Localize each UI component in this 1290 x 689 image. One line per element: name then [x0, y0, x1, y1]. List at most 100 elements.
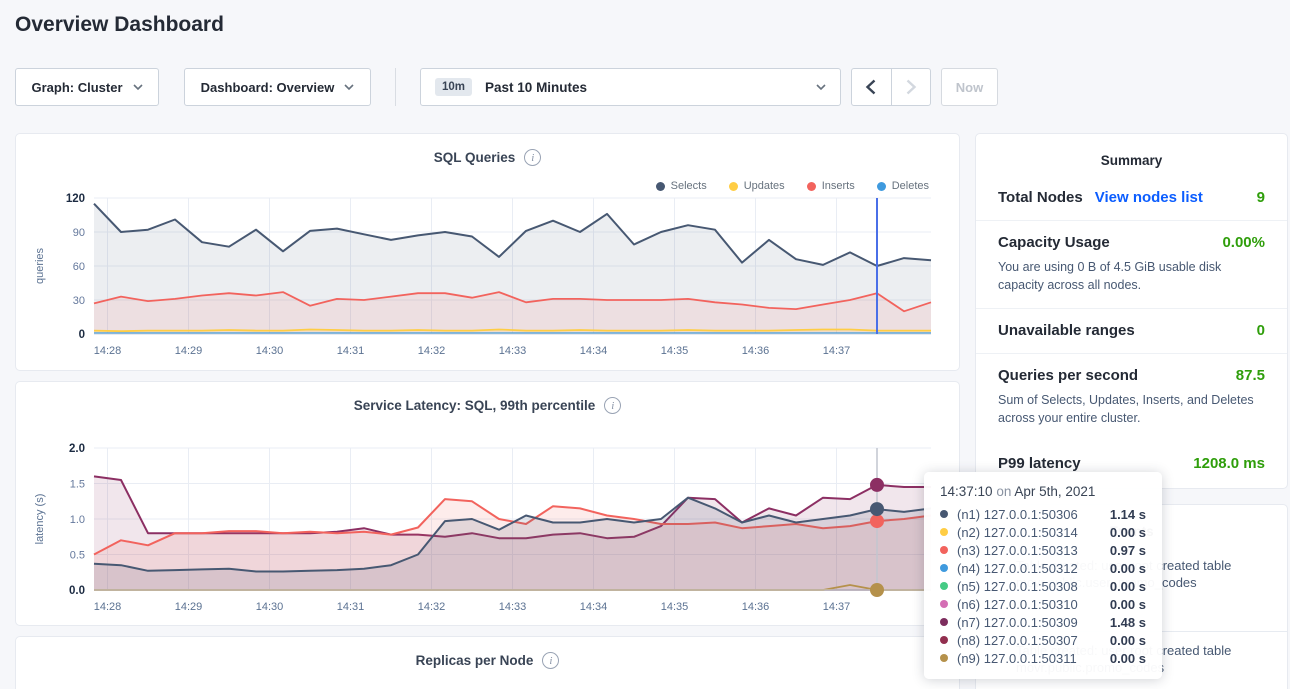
chart-hover-tooltip: 14:37:10 on Apr 5th, 2021 (n1) 127.0.0.1… [924, 472, 1162, 679]
tooltip-row: (n5) 127.0.0.1:50308 0.00 s [940, 577, 1146, 595]
prev-time-button[interactable] [852, 69, 891, 105]
summary-label: Queries per second [998, 367, 1139, 385]
svg-text:90: 90 [73, 227, 85, 239]
svg-text:14:29: 14:29 [175, 601, 203, 613]
tooltip-row: (n9) 127.0.0.1:50311 0.00 s [940, 649, 1146, 667]
svg-text:14:28: 14:28 [94, 345, 122, 357]
summary-label: P99 latency [998, 454, 1081, 472]
sql-queries-chart[interactable]: 0 30 60 90 120 14:28 14:29 14:30 14:31 14:32 14:33… [30, 190, 945, 360]
tooltip-row: (n4) 127.0.0.1:50312 0.00 s [940, 559, 1146, 577]
summary-value: 0 [1256, 322, 1265, 340]
series-dot-icon [940, 654, 948, 662]
series-dot-icon [728, 181, 738, 191]
tooltip-row: (n2) 127.0.0.1:50314 0.00 s [940, 523, 1146, 541]
series-dot-icon [940, 600, 948, 608]
svg-text:14:34: 14:34 [580, 601, 608, 613]
time-range-label: Past 10 Minutes [485, 79, 588, 95]
chart-title: SQL Queries [433, 150, 516, 165]
dashboard-dropdown-label: Dashboard: Overview [200, 79, 335, 95]
svg-text:14:33: 14:33 [499, 601, 527, 613]
svg-text:1.0: 1.0 [70, 514, 85, 526]
svg-text:14:29: 14:29 [175, 345, 203, 357]
summary-value: 1208.0 ms [1193, 454, 1265, 472]
summary-row-total-nodes: Total Nodes View nodes list 9 [976, 176, 1287, 221]
summary-row-p99: P99 latency 1208.0 ms [976, 442, 1287, 486]
summary-label: Unavailable ranges [998, 322, 1135, 340]
legend-item-inserts[interactable]: Inserts [806, 180, 855, 192]
series-dot-icon [806, 181, 816, 191]
next-time-button[interactable] [890, 69, 931, 105]
series-dot-icon [655, 181, 665, 191]
svg-text:14:34: 14:34 [580, 345, 608, 357]
summary-label: Total Nodes [998, 189, 1083, 206]
summary-row-qps: Queries per second 87.5 Sum of Selects, … [976, 354, 1287, 441]
chart-legend: Selects Updates Inserts Deletes [655, 180, 929, 192]
graph-dropdown[interactable]: Graph: Cluster [15, 68, 159, 106]
svg-text:120: 120 [66, 193, 85, 205]
summary-card: Summary Total Nodes View nodes list 9 Ca… [975, 133, 1288, 489]
svg-text:14:37: 14:37 [823, 601, 851, 613]
service-latency-chart[interactable]: 0.0 0.5 1.0 1.5 2.0 14:28 14:29 14:30 14:31 14:32… [30, 440, 945, 616]
summary-row-capacity: Capacity Usage 0.00% You are using 0 B o… [976, 221, 1287, 310]
tooltip-row: (n8) 127.0.0.1:50307 0.00 s [940, 631, 1146, 649]
svg-text:14:30: 14:30 [256, 601, 284, 613]
summary-desc: You are using 0 B of 4.5 GiB usable disk… [998, 260, 1222, 293]
svg-text:14:30: 14:30 [256, 345, 284, 357]
summary-label: Capacity Usage [998, 234, 1110, 251]
series-dot-icon [940, 564, 948, 572]
summary-value: 9 [1256, 189, 1265, 206]
series-dot-icon [940, 636, 948, 644]
info-icon[interactable]: i [542, 652, 560, 669]
tooltip-row: (n6) 127.0.0.1:50310 0.00 s [940, 595, 1146, 613]
svg-text:2.0: 2.0 [69, 443, 85, 455]
summary-desc: Sum of Selects, Updates, Inserts, and De… [998, 393, 1254, 426]
time-range-badge: 10m [435, 78, 473, 96]
tooltip-row: (n3) 127.0.0.1:50313 0.97 s [940, 541, 1146, 559]
chevron-left-icon [865, 79, 876, 95]
summary-row-unavailable: Unavailable ranges 0 [976, 309, 1287, 355]
view-nodes-list-link[interactable]: View nodes list [1094, 189, 1203, 206]
page-title: Overview Dashboard [15, 13, 224, 36]
series-dot-icon [940, 510, 948, 518]
chevron-down-icon [816, 84, 826, 91]
tooltip-row: (n1) 127.0.0.1:50306 1.14 s [940, 505, 1146, 523]
tooltip-row: (n7) 127.0.0.1:50309 1.48 s [940, 613, 1146, 631]
svg-text:queries: queries [34, 247, 46, 284]
time-range-selector[interactable]: 10m Past 10 Minutes [420, 68, 841, 106]
series-dot-icon [940, 546, 948, 554]
sql-queries-card: SQL Queries i Selects Updates Inserts Delet… [15, 133, 960, 371]
summary-header: Summary [1100, 153, 1163, 168]
svg-text:30: 30 [73, 295, 85, 307]
svg-text:14:33: 14:33 [499, 345, 527, 357]
tooltip-timestamp: 14:37:10 on Apr 5th, 2021 [940, 484, 1096, 499]
graph-dropdown-label: Graph: Cluster [31, 79, 123, 95]
svg-text:latency (s): latency (s) [34, 494, 46, 545]
svg-text:14:32: 14:32 [418, 345, 446, 357]
svg-text:14:36: 14:36 [742, 601, 770, 613]
now-button[interactable]: Now [941, 68, 998, 106]
chart-title: Service Latency: SQL, 99th percentile [353, 398, 596, 413]
svg-text:0.0: 0.0 [69, 585, 85, 597]
summary-value: 0.00% [1222, 234, 1265, 251]
service-latency-card: Service Latency: SQL, 99th percentile i … [15, 381, 960, 626]
info-icon[interactable]: i [604, 397, 622, 414]
svg-text:14:32: 14:32 [418, 601, 446, 613]
dashboard-dropdown[interactable]: Dashboard: Overview [184, 68, 371, 106]
legend-item-updates[interactable]: Updates [728, 180, 785, 192]
svg-text:60: 60 [73, 261, 85, 273]
info-icon[interactable]: i [524, 149, 542, 166]
svg-text:0.5: 0.5 [70, 550, 85, 562]
svg-text:14:28: 14:28 [94, 601, 122, 613]
chart-title: Replicas per Node [415, 653, 534, 668]
series-dot-icon [876, 181, 886, 191]
toolbar-divider [395, 68, 396, 106]
svg-text:14:35: 14:35 [661, 345, 689, 357]
svg-text:14:37: 14:37 [823, 345, 851, 357]
svg-text:14:31: 14:31 [337, 345, 365, 357]
legend-item-deletes[interactable]: Deletes [876, 180, 929, 192]
chevron-right-icon [906, 79, 917, 95]
series-dot-icon [940, 618, 948, 626]
svg-text:0: 0 [79, 329, 85, 341]
legend-item-selects[interactable]: Selects [655, 180, 707, 192]
svg-text:1.5: 1.5 [70, 479, 85, 491]
